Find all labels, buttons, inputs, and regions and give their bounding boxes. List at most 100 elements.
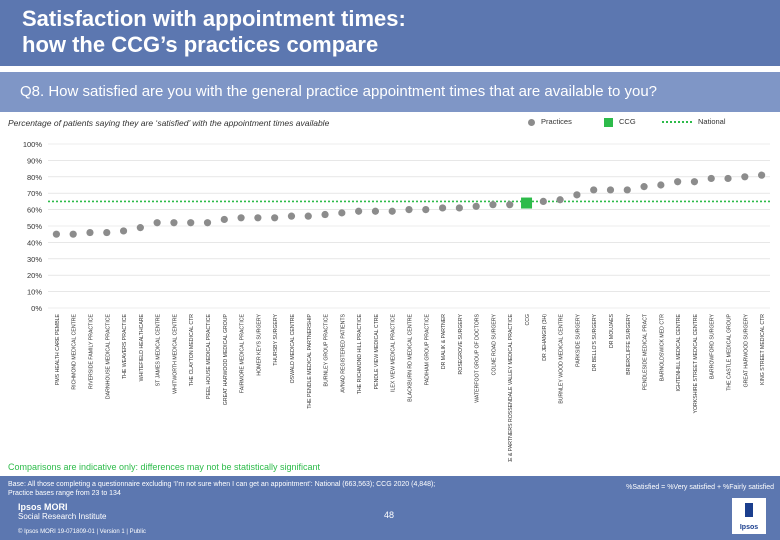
- x-tick-label: WHITEFIELD HEALTHCARE: [139, 313, 145, 381]
- practice-point: [338, 209, 346, 217]
- practice-point: [220, 215, 228, 224]
- legend-item-practices: Practices: [528, 117, 572, 126]
- x-tick-label: ILEX VIEW MEDICAL PRACTICE: [391, 313, 397, 391]
- practice-point: [657, 181, 665, 189]
- practice-point: [556, 196, 564, 204]
- practice-point: [405, 206, 413, 214]
- x-tick-label: THE WEAVERS PRACTICE: [122, 313, 128, 379]
- x-tick-label: THE CASTLE MEDICAL GROUP: [727, 313, 733, 390]
- practice-point: [758, 171, 766, 179]
- practice-point: [455, 204, 463, 212]
- page-title: Satisfaction with appointment times: how…: [22, 6, 622, 58]
- y-tick-label: 30%: [27, 255, 42, 264]
- satisfied-formula: %Satisfied = %Very satisfied + %Fairly s…: [626, 484, 774, 491]
- x-tick-label: BRIERCLIFFE SURGERY: [626, 313, 632, 374]
- x-tick-label: PEEL HOUSE MEDICAL PRACTICE: [206, 313, 212, 398]
- practice-point: [506, 201, 514, 209]
- x-tick-label: DR MOUJAES: [609, 313, 615, 348]
- x-tick-label: BARROWFORD SURGERY: [710, 313, 716, 379]
- practice-point: [388, 207, 396, 215]
- page-title-line-1: Satisfaction with appointment times:: [22, 6, 406, 31]
- y-tick-label: 80%: [27, 173, 42, 182]
- chart-legend: Practices CCG National: [520, 117, 770, 131]
- x-tick-label: DR MALIK & PARTNER: [441, 314, 447, 369]
- practice-point: [203, 219, 212, 227]
- base-note-line-1: Base: All those completing a questionnai…: [8, 481, 436, 488]
- x-tick-label: OSWALD MEDICAL CENTRE: [290, 313, 296, 383]
- y-tick-label: 60%: [27, 206, 42, 215]
- y-tick-label: 0%: [31, 304, 42, 313]
- legend-label-practices: Practices: [541, 117, 572, 126]
- x-tick-label: ROSEGROVE SURGERY: [458, 313, 464, 374]
- x-tick-label: AVNAD REGISTERED PATIENTS: [340, 313, 346, 392]
- practice-point: [52, 230, 60, 238]
- legend-label-national: National: [698, 117, 726, 126]
- x-tick-label: DR JEHANGIR (3H): [542, 314, 548, 361]
- base-note: Base: All those completing a questionnai…: [8, 480, 468, 498]
- practice-point: [539, 197, 547, 205]
- practice-point: [590, 186, 598, 194]
- brand-name: Ipsos MORI: [18, 502, 68, 512]
- x-tick-label: PADIHAM GROUP PRACTICE: [424, 313, 430, 385]
- practice-point: [371, 207, 380, 215]
- practice-point: [321, 210, 329, 219]
- practice-point: [422, 206, 430, 214]
- practice-point: [187, 219, 195, 227]
- practice-point: [355, 207, 363, 215]
- y-tick-label: 20%: [27, 271, 42, 280]
- practice-point: [254, 214, 262, 222]
- practice-point: [170, 219, 178, 227]
- chart-subtitle: Percentage of patients saying they are ‘…: [8, 118, 330, 128]
- logo-mark-icon: [745, 503, 753, 517]
- x-tick-label: ST JAMES MEDICAL CENTRE: [156, 313, 162, 386]
- x-tick-label: PMS HEALTH CARE PEMBLE: [55, 313, 61, 385]
- national-line-icon: [662, 121, 692, 124]
- x-tick-label: COLNE ROAD SURGERY: [491, 313, 497, 375]
- x-tick-label: THURSBY SURGERY: [273, 313, 279, 365]
- ccg-point: [521, 197, 533, 209]
- practice-point: [472, 202, 480, 210]
- practice-point: [724, 174, 732, 183]
- practice-point: [119, 227, 128, 235]
- practice-point: [573, 191, 581, 199]
- y-tick-label: 70%: [27, 189, 42, 198]
- practice-point: [690, 178, 699, 186]
- y-tick-label: 100%: [23, 140, 43, 149]
- practice-point: [287, 212, 296, 220]
- practice-point: [741, 173, 749, 181]
- x-tick-label: FAIRMORE MEDICAL PRACTICE: [240, 313, 246, 393]
- brand-block: Ipsos MORI Social Research Institute: [18, 502, 107, 522]
- x-tick-label: BLACKBURN RD MEDICAL CENTRE: [408, 313, 414, 401]
- x-tick-label: DARNHOUSE MEDICAL PRACTICE: [105, 313, 111, 399]
- logo-text: Ipsos: [739, 524, 759, 531]
- page-number: 48: [384, 510, 395, 520]
- x-tick-label: IGHTENHILL MEDICAL CENTRE: [676, 313, 682, 391]
- practice-point: [237, 214, 245, 222]
- x-tick-label: DR THIMMARAGIRICE & PARTNERS ROSSENDALE …: [508, 313, 514, 462]
- base-note-line-2: Practice bases range from 23 to 134: [8, 490, 121, 497]
- x-tick-label: WHITWORTH MEDICAL CENTRE: [172, 313, 178, 393]
- x-tick-label: BARNOLDSWICK MED CTR: [659, 314, 665, 381]
- x-tick-label: THE PENDLE MEDICAL PARTNERSHIP: [307, 313, 313, 408]
- y-tick-label: 90%: [27, 156, 42, 165]
- x-tick-label: RIVERSIDE FAMILY PRACTICE: [88, 313, 94, 389]
- footer: Base: All those completing a questionnai…: [0, 476, 780, 540]
- copyright: © Ipsos MORI 19-071809-01 | Version 1 | …: [18, 529, 146, 535]
- x-tick-label: BURNLEY GROUP PRACTICE: [324, 313, 330, 386]
- y-tick-label: 50%: [27, 222, 42, 231]
- legend-label-ccg: CCG: [619, 117, 636, 126]
- x-tick-label: HOMER KEYS SURGERY: [256, 313, 262, 375]
- x-tick-label: GREAT HARWOOD SURGERY: [743, 313, 749, 387]
- header-banner: Satisfaction with appointment times: how…: [0, 0, 780, 66]
- practice-point: [707, 174, 715, 183]
- legend-item-national: National: [662, 117, 726, 126]
- practice-point: [271, 214, 279, 222]
- x-tick-label: DR BELLO'S SURGERY: [592, 313, 598, 371]
- x-tick-label: CCG: [525, 314, 531, 326]
- practice-point: [606, 186, 615, 194]
- practice-point: [103, 228, 111, 237]
- x-tick-label: THE CLAYTON MEDICAL CTR: [189, 314, 195, 387]
- question-text: Q8. How satisfied are you with the gener…: [20, 83, 658, 100]
- practice-point: [489, 201, 497, 209]
- x-tick-label: PARKSIDE SURGERY: [575, 313, 581, 366]
